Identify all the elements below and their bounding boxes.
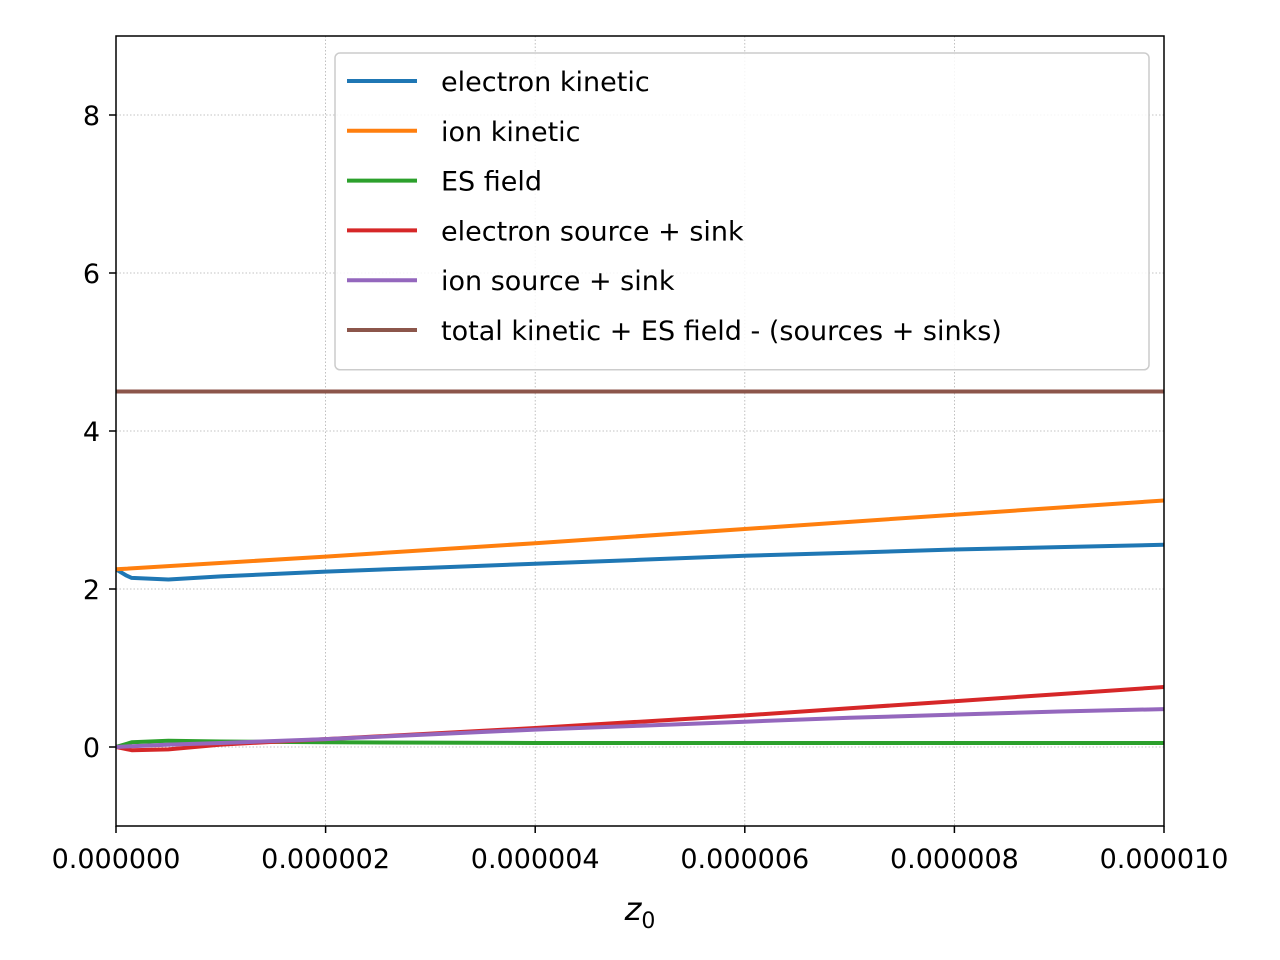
legend: electron kinetic ion kinetic ES field elect… [334, 52, 1150, 371]
x-axis-label-main: z [624, 890, 643, 928]
legend-box [334, 52, 1150, 371]
legend-label: ES field [441, 167, 542, 198]
y-tick-label: 4 [83, 417, 100, 448]
series-line [116, 707, 1164, 750]
x-tick-label: 0.000000 [52, 844, 181, 875]
axis-ticks: 0.000000 0.000002 0.000004 0.000006 0.000008… [52, 101, 1229, 875]
x-tick-label: 0.000010 [1100, 844, 1229, 875]
x-axis-label-subscript: 0 [641, 909, 655, 934]
y-tick-label: 0 [83, 733, 100, 764]
x-axis-label: z0 [624, 890, 656, 934]
series-line [116, 738, 1164, 750]
y-tick-label: 2 [83, 575, 100, 606]
y-tick-label: 8 [83, 101, 100, 132]
y-tick-label: 6 [83, 259, 100, 290]
legend-label: electron kinetic [441, 67, 650, 98]
series-line [116, 498, 1164, 572]
legend-label: ion kinetic [441, 117, 581, 148]
legend-label: total kinetic + ES field - (sources + si… [441, 316, 1002, 347]
legend-label: ion source + sink [441, 266, 675, 297]
x-tick-label: 0.000008 [890, 844, 1019, 875]
legend-label: electron source + sink [441, 216, 744, 247]
series-lines [116, 389, 1164, 753]
x-tick-label: 0.000004 [471, 844, 600, 875]
x-tick-label: 0.000006 [680, 844, 809, 875]
x-tick-label: 0.000002 [261, 844, 390, 875]
series-line [116, 542, 1164, 582]
